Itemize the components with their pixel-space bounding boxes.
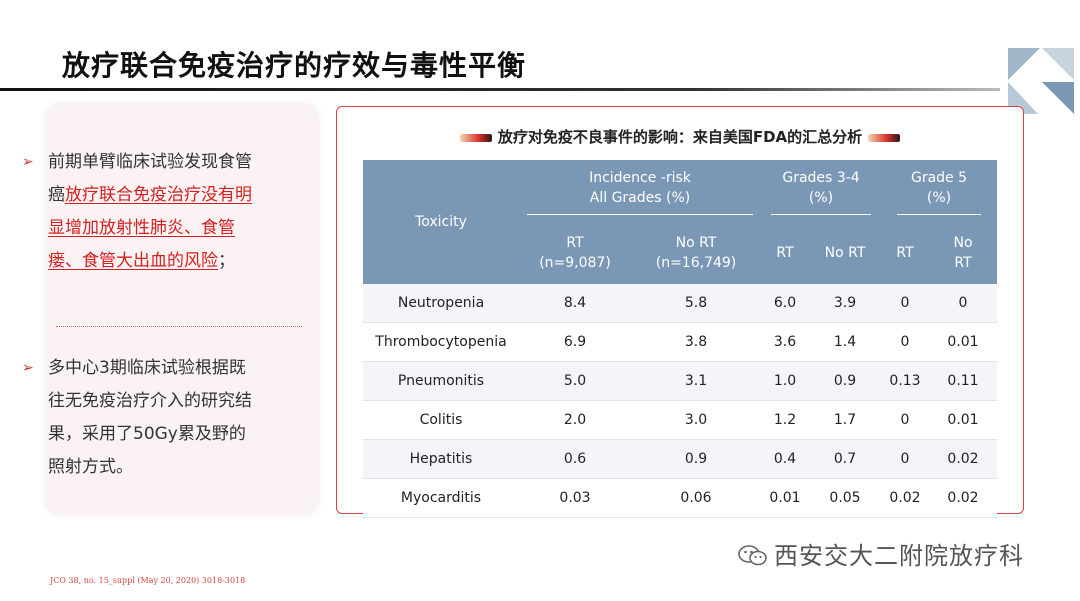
value-cell-g34-nort: 0.7 [809, 439, 881, 479]
arrow-right-icon: ➢ [22, 360, 34, 376]
wechat-icon [738, 545, 767, 566]
value-cell-all-rt: 2.0 [519, 400, 631, 440]
toxicity-name-cell: Myocarditis [363, 478, 519, 518]
value-cell-g34-rt: 3.6 [761, 322, 809, 362]
toxicity-name-cell: Thrombocytopenia [363, 322, 519, 362]
value-cell-g34-nort: 1.4 [809, 322, 881, 362]
value-cell-g5-rt: 0 [881, 439, 929, 479]
value-cell-all-nort: 3.1 [631, 361, 761, 401]
table-row: Thrombocytopenia 6.9 3.8 3.6 1.4 0 0.01 [363, 322, 997, 362]
caption-decoration-icon [459, 133, 492, 142]
bullet-item-2: ➢ 多中心3期临床试验根据既往无免疫治疗介入的研究结果，采用了50Gy累及野的照… [22, 352, 262, 484]
value-cell-g5-nort: 0 [929, 284, 997, 323]
toxicity-table: Toxicity Incidence -risk All Grades (%) … [363, 160, 997, 518]
header-toxicity: Toxicity [363, 160, 519, 284]
value-cell-g5-nort: 0.02 [929, 439, 997, 479]
header-g34-nort: No RT [809, 222, 881, 284]
bullet2-text: 多中心3期临床试验根据既往无免疫治疗介入的研究结果，采用了50Gy累及野的照射方… [48, 358, 252, 477]
bullet1-text: 前期单臂临床试验发现食管癌 [48, 152, 252, 205]
value-cell-g5-rt: 0 [881, 284, 929, 323]
value-cell-g5-nort: 0.11 [929, 361, 997, 401]
table-row: Myocarditis 0.03 0.06 0.01 0.05 0.02 0.02 [363, 478, 997, 518]
bullet-item-1: ➢ 前期单臂临床试验发现食管癌放疗联合免疫治疗没有明显增加放射性肺炎、食管瘘、食… [22, 146, 262, 278]
value-cell-all-rt: 0.6 [519, 439, 631, 479]
value-cell-g34-rt: 1.2 [761, 400, 809, 440]
value-cell-g5-nort: 0.02 [929, 478, 997, 518]
caption-decoration-icon [868, 133, 901, 142]
header-grade5: Grade 5 (%) [881, 160, 997, 222]
corner-triangles-icon [1008, 48, 1074, 114]
summary-panel [46, 104, 318, 514]
toxicity-name-cell: Hepatitis [363, 439, 519, 479]
value-cell-g34-rt: 1.0 [761, 361, 809, 401]
watermark: 西安交大二附院放疗科 [738, 536, 1024, 571]
table-caption: 放疗对免疫不良事件的影响：来自美国FDA的汇总分析 [0, 126, 1080, 147]
citation: JCO 38, no. 15_suppl (May 20, 2020) 3018… [50, 576, 246, 585]
value-cell-g5-rt: 0 [881, 322, 929, 362]
value-cell-all-nort: 3.0 [631, 400, 761, 440]
header-g5-rt: RT [881, 222, 929, 284]
toxicity-name-cell: Colitis [363, 400, 519, 440]
value-cell-all-rt: 0.03 [519, 478, 631, 518]
value-cell-all-nort: 0.06 [631, 478, 761, 518]
value-cell-g34-nort: 0.9 [809, 361, 881, 401]
table-row: Neutropenia 8.4 5.8 6.0 3.9 0 0 [363, 284, 997, 323]
header-grades34: Grades 3-4 (%) [761, 160, 881, 222]
value-cell-g5-rt: 0.02 [881, 478, 929, 518]
value-cell-all-rt: 6.9 [519, 322, 631, 362]
value-cell-g34-nort: 3.9 [809, 284, 881, 323]
value-cell-g5-rt: 0.13 [881, 361, 929, 401]
value-cell-g34-rt: 0.4 [761, 439, 809, 479]
table-row: Hepatitis 0.6 0.9 0.4 0.7 0 0.02 [363, 439, 997, 479]
value-cell-all-rt: 5.0 [519, 361, 631, 401]
toxicity-name-cell: Neutropenia [363, 284, 519, 323]
value-cell-g34-rt: 0.01 [761, 478, 809, 518]
value-cell-all-nort: 3.8 [631, 322, 761, 362]
header-g34-rt: RT [761, 222, 809, 284]
bullet1-highlight: 放疗联合免疫治疗没有明显增加放射性肺炎、食管瘘、食管大出血的风险 [48, 185, 252, 271]
table-row: Colitis 2.0 3.0 1.2 1.7 0 0.01 [363, 400, 997, 440]
value-cell-g34-nort: 1.7 [809, 400, 881, 440]
header-all-nort: No RT (n=16,749) [631, 222, 761, 284]
table-body: Neutropenia 8.4 5.8 6.0 3.9 0 0 Thrombocytopeni… [363, 284, 997, 518]
value-cell-g5-rt: 0 [881, 400, 929, 440]
value-cell-g34-rt: 6.0 [761, 284, 809, 323]
arrow-right-icon: ➢ [22, 154, 34, 170]
header-incidence: Incidence -risk All Grades (%) [519, 160, 761, 222]
value-cell-g5-nort: 0.01 [929, 322, 997, 362]
value-cell-g34-nort: 0.05 [809, 478, 881, 518]
value-cell-all-rt: 8.4 [519, 284, 631, 323]
header-all-rt: RT (n=9,087) [519, 222, 631, 284]
panel-divider [56, 326, 302, 327]
header-g5-nort: No RT [929, 222, 997, 284]
bullet1-tail: ； [218, 251, 235, 271]
value-cell-all-nort: 0.9 [631, 439, 761, 479]
table-row: Pneumonitis 5.0 3.1 1.0 0.9 0.13 0.11 [363, 361, 997, 401]
value-cell-g5-nort: 0.01 [929, 400, 997, 440]
toxicity-name-cell: Pneumonitis [363, 361, 519, 401]
value-cell-all-nort: 5.8 [631, 284, 761, 323]
page-title: 放疗联合免疫治疗的疗效与毒性平衡 [62, 49, 527, 82]
title-underline [0, 88, 1000, 91]
